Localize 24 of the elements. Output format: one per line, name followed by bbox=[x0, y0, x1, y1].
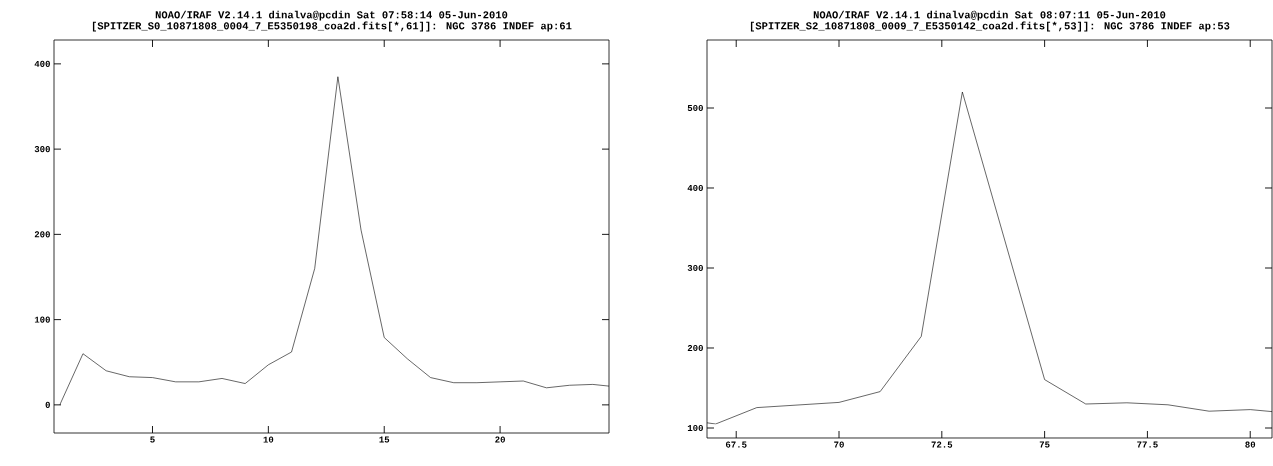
chart-title: NOAO/IRAF V2.14.1 dinalva@pcdin Sat 08:07:11 05-Jun-2010 bbox=[813, 10, 1166, 21]
chart-subtitle: [SPITZER_S2_10871808_0009_7_E5350142_coa2d.fits[*,53]]: NGC 3786 INDEF ap:53 bbox=[750, 21, 1230, 32]
y-tick-label: 400 bbox=[687, 184, 703, 192]
x-tick-label: 77.5 bbox=[1137, 441, 1158, 448]
y-tick-label: 100 bbox=[687, 424, 703, 432]
chart-subtitle: [SPITZER_S0_10871808_0004_7_E5350198_coa2d.fits[*,61]]: NGC 3786 INDEF ap:61 bbox=[92, 21, 572, 32]
x-tick-label: 10 bbox=[263, 436, 274, 443]
x-tick-label: 5 bbox=[150, 436, 155, 443]
y-tick-label: 300 bbox=[34, 146, 50, 153]
x-tick-label: 20 bbox=[495, 436, 505, 443]
x-tick-label: 72.5 bbox=[931, 441, 953, 448]
x-tick-label: 15 bbox=[379, 436, 390, 443]
y-tick-label: 300 bbox=[687, 264, 703, 272]
x-tick-label: 70 bbox=[834, 441, 844, 448]
y-tick-label: 200 bbox=[687, 344, 703, 352]
y-tick-label: 400 bbox=[34, 60, 50, 67]
y-tick-label: 0 bbox=[45, 401, 50, 408]
chart-title: NOAO/IRAF V2.14.1 dinalva@pcdin Sat 07:58:14 05-Jun-2010 bbox=[155, 10, 508, 21]
x-tick-label: 67.5 bbox=[725, 441, 747, 448]
x-tick-label: 75 bbox=[1039, 441, 1050, 448]
x-tick-label: 80 bbox=[1245, 441, 1256, 448]
y-tick-label: 500 bbox=[687, 104, 703, 112]
y-tick-label: 200 bbox=[34, 231, 50, 238]
y-tick-label: 100 bbox=[34, 316, 50, 323]
